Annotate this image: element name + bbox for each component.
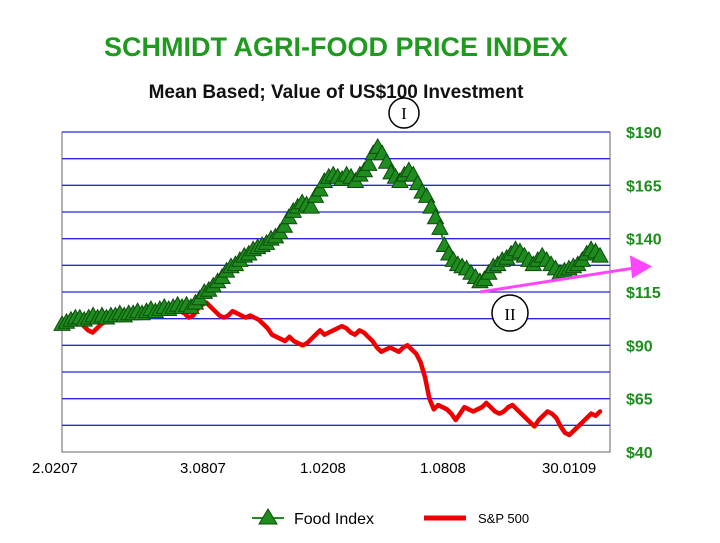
y-axis-ticks: $190 $165 $140 $115 $90 $65 $40 — [626, 125, 662, 462]
y-tick-label: $165 — [626, 178, 662, 195]
food-index-point — [302, 197, 320, 214]
legend-item-food-index: Food Index — [252, 508, 374, 528]
legend-food-marker — [258, 508, 278, 525]
x-tick-label: 1.0808 — [420, 460, 466, 477]
y-tick-label: $40 — [626, 445, 653, 462]
annotation-peak: I — [388, 97, 420, 129]
y-tick-label: $190 — [626, 125, 662, 142]
food-index-point — [359, 154, 378, 171]
annotation-trough-circle — [491, 294, 529, 332]
trend-arrow — [479, 255, 652, 294]
chart-subtitle: Mean Based; Value of US$100 Investment — [149, 82, 525, 103]
legend: Food Index S&P 500 — [252, 508, 529, 528]
x-tick-label: 1.0208 — [300, 460, 346, 477]
food-index-point — [431, 218, 449, 235]
series-layer — [53, 137, 609, 438]
trend-arrow-head — [630, 255, 652, 279]
trend-arrow-shaft — [479, 265, 639, 294]
y-tick-label: $90 — [626, 338, 653, 355]
x-tick-label: 3.0807 — [180, 460, 226, 477]
annotation-trough: II — [491, 294, 529, 332]
annotation-trough-label: II — [504, 305, 516, 324]
food-index-point — [275, 216, 294, 233]
y-tick-label: $115 — [626, 285, 661, 302]
annotation-peak-circle — [388, 97, 420, 129]
food-index-point — [591, 246, 609, 263]
chart-title: SCHMIDT AGRI-FOOD PRICE INDEX — [104, 32, 568, 62]
legend-sp500-label: S&P 500 — [478, 511, 529, 526]
y-tick-label: $140 — [626, 232, 662, 249]
legend-item-sp500: S&P 500 — [424, 511, 529, 526]
food-index-point — [311, 180, 329, 197]
annotation-peak-label: I — [401, 104, 407, 123]
x-tick-label: 30.0109 — [542, 460, 596, 477]
y-tick-label: $65 — [626, 392, 653, 409]
x-axis-ticks: 2.0207 3.0807 1.0208 1.0808 30.0109 — [32, 460, 596, 477]
x-tick-label: 2.0207 — [32, 460, 78, 477]
legend-food-label: Food Index — [294, 511, 374, 528]
